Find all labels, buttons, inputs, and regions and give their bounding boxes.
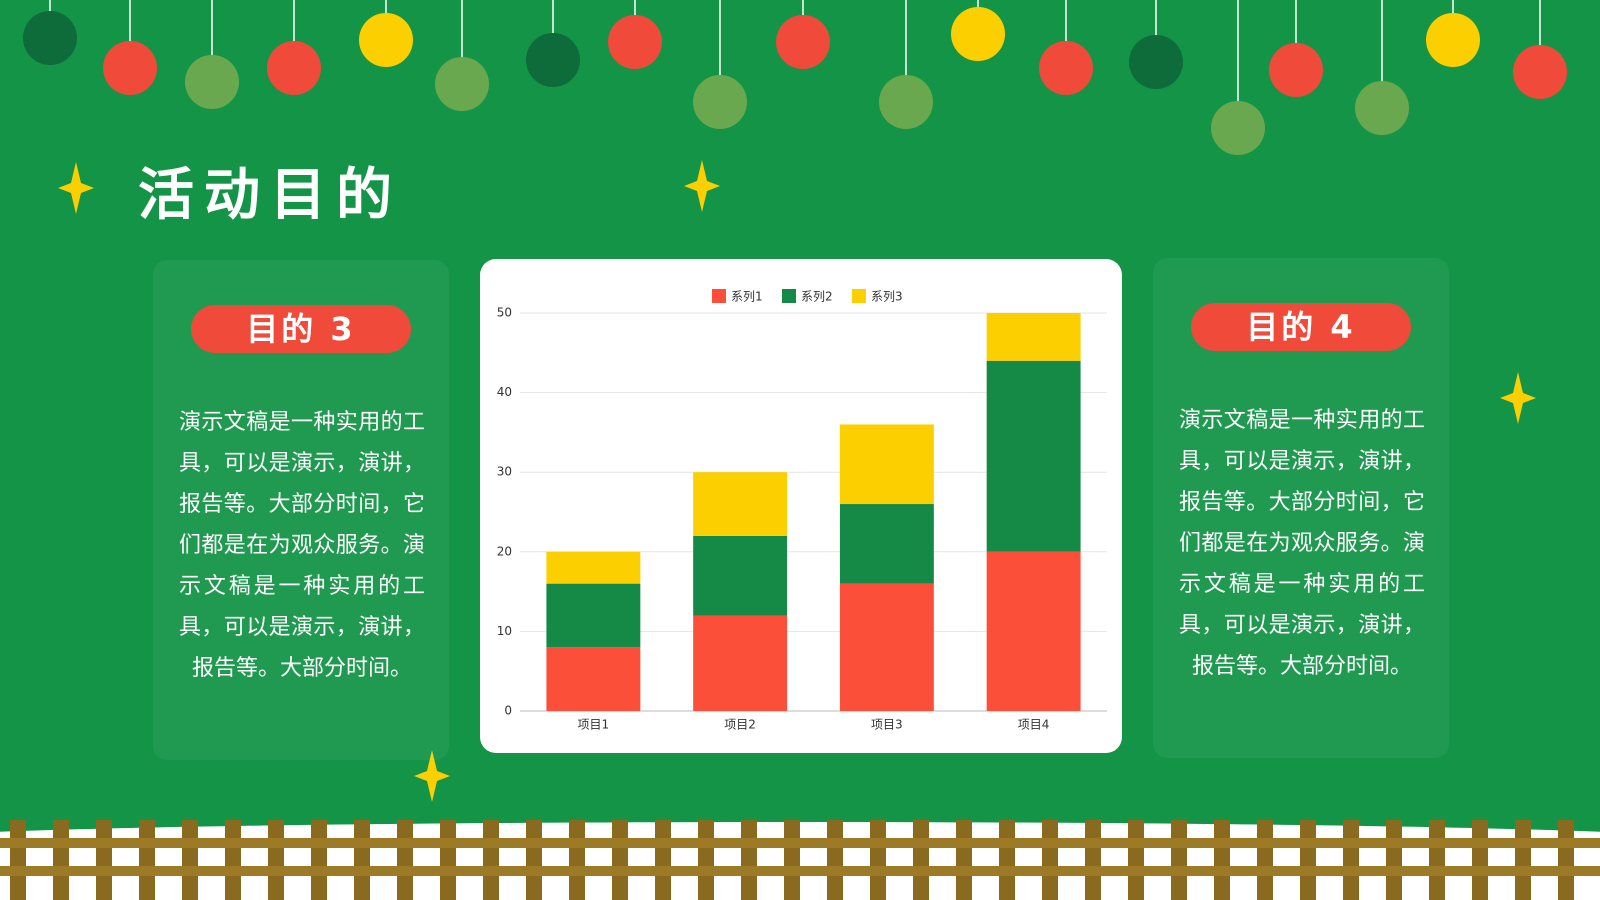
legend-swatch xyxy=(712,289,726,303)
ornament xyxy=(526,33,580,87)
ornament xyxy=(1129,35,1183,89)
ornament xyxy=(103,41,157,95)
fence-rail xyxy=(0,838,1600,848)
bar-segment xyxy=(839,583,934,711)
star xyxy=(684,160,720,212)
legend-swatch xyxy=(782,289,796,303)
ornament xyxy=(608,15,662,69)
card: 目的 3 演示文稿是一种实用的工具，可以是演示，演讲，报告等。大部分时间，它们都… xyxy=(153,260,449,760)
x-tick-label: 项目2 xyxy=(724,718,756,732)
bar-segment xyxy=(546,551,641,584)
ornament xyxy=(1039,41,1093,95)
star xyxy=(414,750,450,802)
legend-label: 系列1 xyxy=(731,290,763,304)
card-text: 演示文稿是一种实用的工具，可以是演示，演讲，报告等。大部分时间，它们都是在为观众… xyxy=(179,410,425,681)
slide-title: 活动目的 xyxy=(138,163,402,228)
bar-segment xyxy=(693,535,788,616)
card-label: 目的 4 xyxy=(1191,303,1411,351)
y-tick-label: 0 xyxy=(504,704,512,718)
ornament xyxy=(185,55,239,109)
y-tick-label: 40 xyxy=(497,385,512,399)
x-tick-label: 项目1 xyxy=(578,718,610,732)
y-tick-label: 20 xyxy=(497,544,512,558)
ornament xyxy=(1355,81,1409,135)
bar-segment xyxy=(839,424,934,505)
fence-rail xyxy=(0,866,1600,876)
star xyxy=(58,162,94,214)
ornament xyxy=(359,13,413,67)
ornament xyxy=(879,75,933,129)
x-tick-label: 项目4 xyxy=(1018,718,1050,732)
card-text: 演示文稿是一种实用的工具，可以是演示，演讲，报告等。大部分时间，它们都是在为观众… xyxy=(1179,408,1425,679)
ornament xyxy=(1269,43,1323,97)
ornament xyxy=(951,7,1005,61)
ornament xyxy=(776,15,830,69)
bar-segment xyxy=(546,583,641,648)
star xyxy=(1500,372,1536,424)
bar-segment xyxy=(693,615,788,711)
legend-swatch xyxy=(852,289,866,303)
bar-segment xyxy=(986,313,1081,361)
ornament xyxy=(1211,101,1265,155)
bar-segment xyxy=(986,551,1081,711)
y-tick-label: 10 xyxy=(497,624,512,638)
y-tick-label: 30 xyxy=(497,465,512,479)
x-tick-label: 项目3 xyxy=(871,718,903,732)
bar-segment xyxy=(546,647,641,711)
ornament xyxy=(1426,13,1480,67)
ornament xyxy=(693,75,747,129)
legend-label: 系列3 xyxy=(871,290,903,304)
bar-segment xyxy=(693,472,788,536)
ornament xyxy=(435,57,489,111)
bar-segment xyxy=(839,504,934,584)
ornament xyxy=(1513,45,1567,99)
ornament xyxy=(23,11,77,65)
legend-label: 系列2 xyxy=(801,290,833,304)
bar-segment xyxy=(986,360,1081,552)
card-label: 目的 3 xyxy=(191,305,411,353)
ornament xyxy=(267,41,321,95)
card: 目的 4 演示文稿是一种实用的工具，可以是演示，演讲，报告等。大部分时间，它们都… xyxy=(1153,258,1449,758)
y-tick-label: 50 xyxy=(497,306,512,320)
